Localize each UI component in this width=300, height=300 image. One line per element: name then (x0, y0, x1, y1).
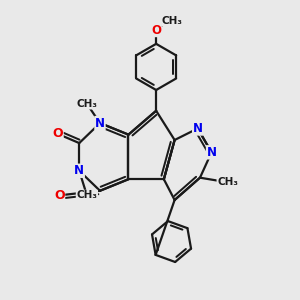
Text: N: N (95, 117, 105, 130)
Text: CH₃: CH₃ (76, 190, 98, 200)
Text: O: O (52, 127, 63, 140)
Text: N: N (193, 122, 203, 135)
Text: CH₃: CH₃ (217, 176, 238, 187)
Text: O: O (151, 23, 161, 37)
Text: N: N (206, 146, 217, 159)
Text: O: O (54, 189, 64, 202)
Text: CH₃: CH₃ (76, 99, 98, 109)
Text: CH₃: CH₃ (162, 16, 183, 26)
Text: N: N (74, 164, 84, 177)
